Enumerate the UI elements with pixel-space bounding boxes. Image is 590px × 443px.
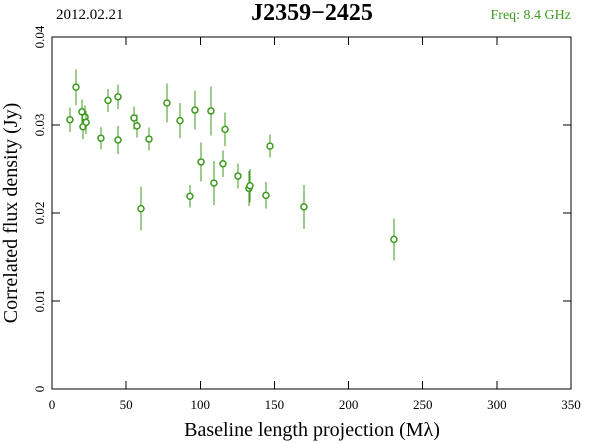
data-point — [114, 93, 122, 101]
data-point — [82, 118, 90, 127]
chart-title: J2359−2425 — [251, 0, 373, 26]
y-tick-label: 0.02 — [32, 202, 47, 225]
data-point — [300, 203, 308, 211]
data-point — [186, 192, 194, 201]
x-tick-label: 50 — [120, 397, 133, 412]
frequency: Freq: 8.4 GHz — [491, 8, 572, 23]
x-tick-label: 300 — [487, 397, 507, 412]
x-tick-label: 150 — [265, 397, 285, 412]
data-point — [114, 136, 122, 144]
data-point — [262, 191, 270, 200]
data-point — [104, 96, 112, 105]
y-tick-label: 0.01 — [32, 290, 47, 313]
data-point — [145, 135, 153, 143]
data-point — [221, 125, 229, 134]
y-tick-label: 0.04 — [32, 25, 47, 48]
data-point — [246, 181, 254, 190]
data-point — [137, 204, 145, 213]
plot-frame — [51, 36, 572, 390]
data-point — [197, 158, 205, 166]
data-point — [66, 115, 74, 124]
x-tick-label: 100 — [191, 397, 211, 412]
data-point — [163, 99, 171, 107]
data-point — [176, 116, 184, 125]
x-tick-label: 250 — [413, 397, 433, 412]
y-tick-label: 0 — [32, 386, 47, 393]
data-point — [97, 134, 105, 142]
data-point — [390, 235, 398, 244]
date: 2012.02.21 — [56, 7, 124, 23]
data-point — [72, 83, 80, 91]
data-point — [219, 159, 227, 168]
x-tick-label: 350 — [561, 397, 581, 412]
y-axis-label: Correlated flux density (Jy) — [0, 103, 22, 324]
x-axis-label: Baseline length projection (Mλ) — [184, 419, 440, 441]
x-tick-label: 200 — [339, 397, 359, 412]
data-point — [266, 142, 274, 150]
x-tick-label: 0 — [49, 397, 56, 412]
data-point — [210, 179, 218, 187]
data-point — [234, 172, 242, 180]
y-tick-label: 0.03 — [32, 114, 47, 137]
data-point — [207, 107, 215, 115]
data-point — [133, 122, 141, 130]
data-point — [191, 106, 199, 114]
data-point — [130, 114, 138, 122]
